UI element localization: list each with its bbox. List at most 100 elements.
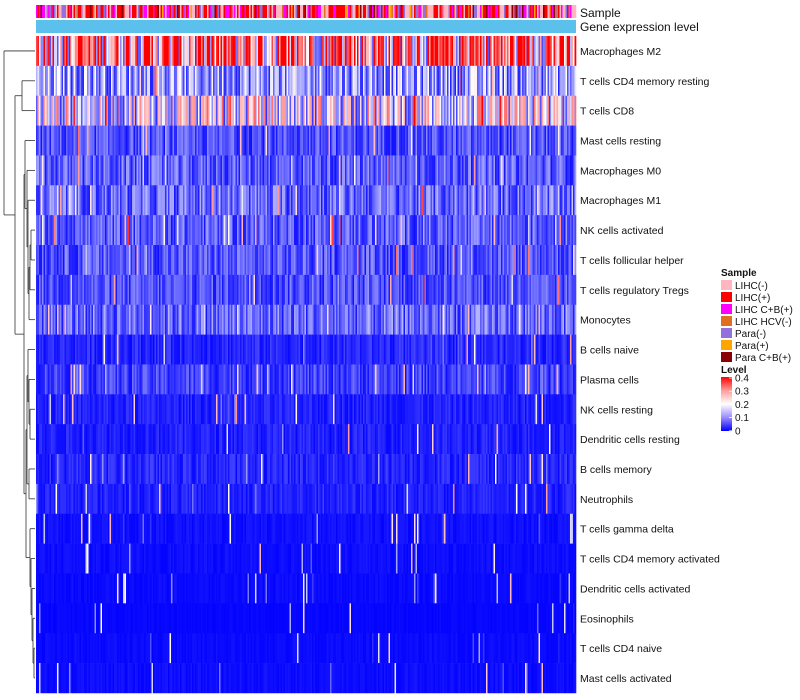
heatmap-cell bbox=[142, 125, 145, 156]
heatmap-cell bbox=[309, 95, 311, 126]
heatmap-cell bbox=[355, 95, 358, 126]
heatmap-cell bbox=[396, 125, 398, 156]
heatmap-cell bbox=[367, 245, 370, 276]
heatmap-cell bbox=[183, 185, 185, 216]
heatmap-cell bbox=[228, 95, 230, 126]
heatmap-cell bbox=[481, 304, 484, 335]
heatmap-cell bbox=[355, 304, 358, 335]
heatmap-cell bbox=[370, 304, 373, 335]
heatmap-cell bbox=[426, 155, 428, 186]
heatmap-cell bbox=[192, 274, 194, 306]
heatmap-cell bbox=[331, 95, 334, 126]
heatmap-cell bbox=[52, 215, 55, 246]
heatmap-cell bbox=[345, 215, 347, 246]
heatmap-cell bbox=[70, 215, 73, 246]
heatmap-cell bbox=[235, 36, 238, 67]
heatmap-cell bbox=[340, 274, 343, 306]
sample-cell bbox=[102, 5, 104, 18]
heatmap-cell bbox=[156, 304, 158, 335]
heatmap-cell bbox=[300, 215, 302, 246]
heatmap-cell bbox=[552, 125, 554, 156]
heatmap-cell bbox=[94, 185, 97, 216]
heatmap-cell bbox=[121, 215, 124, 246]
heatmap-cell bbox=[304, 274, 307, 306]
heatmap-cell bbox=[247, 155, 250, 186]
heatmap-cell bbox=[522, 155, 524, 186]
heatmap-cell bbox=[150, 36, 152, 67]
heatmap-cell bbox=[420, 245, 422, 276]
sample-cell bbox=[81, 5, 83, 18]
heatmap-cell bbox=[414, 95, 416, 126]
heatmap-cell bbox=[228, 36, 230, 67]
heatmap-cell bbox=[273, 304, 275, 335]
heatmap-cell bbox=[366, 36, 368, 67]
heatmap-cell bbox=[262, 65, 265, 97]
heatmap-cell bbox=[79, 185, 82, 216]
heatmap-cell bbox=[567, 245, 569, 276]
heatmap-cell bbox=[532, 274, 535, 306]
heatmap-cell bbox=[286, 304, 289, 335]
heatmap-cell bbox=[489, 65, 491, 97]
heatmap-cell bbox=[240, 65, 242, 97]
heatmap-cell bbox=[415, 36, 418, 67]
heatmap-cell bbox=[235, 215, 238, 246]
heatmap-cell bbox=[492, 155, 494, 186]
heatmap-cell bbox=[105, 185, 107, 216]
heatmap-cell bbox=[223, 65, 226, 97]
heatmap-cell bbox=[258, 245, 260, 276]
heatmap-cell bbox=[496, 155, 499, 186]
heatmap-cell bbox=[87, 65, 89, 97]
heatmap-cell bbox=[87, 125, 89, 156]
heatmap-cell bbox=[264, 304, 266, 335]
heatmap-cell bbox=[57, 95, 59, 126]
heatmap-cell bbox=[354, 304, 356, 335]
heatmap-cell bbox=[255, 215, 257, 246]
heatmap-cell bbox=[207, 304, 209, 335]
heatmap-cell bbox=[436, 215, 439, 246]
heatmap-cell bbox=[391, 125, 394, 156]
heatmap-cell bbox=[394, 36, 397, 67]
sample-cell bbox=[439, 5, 442, 18]
heatmap-cell bbox=[469, 304, 472, 335]
heatmap-cell bbox=[478, 245, 481, 276]
heatmap-cell bbox=[238, 95, 241, 126]
heatmap-cell bbox=[537, 185, 539, 216]
heatmap-cell bbox=[448, 155, 451, 186]
heatmap-cell bbox=[423, 304, 425, 335]
sample-cell bbox=[528, 5, 530, 18]
heatmap-cell bbox=[304, 95, 307, 126]
heatmap-cell bbox=[327, 274, 329, 306]
heatmap-cell bbox=[37, 304, 40, 335]
heatmap-cell bbox=[439, 215, 442, 246]
heatmap-cell bbox=[160, 36, 163, 67]
heatmap-cell bbox=[373, 125, 376, 156]
heatmap-cell bbox=[261, 245, 263, 276]
heatmap-cell bbox=[264, 185, 266, 216]
heatmap-cell bbox=[84, 245, 86, 276]
heatmap-cell bbox=[148, 125, 151, 156]
heatmap-cell bbox=[300, 245, 302, 276]
heatmap-cell bbox=[309, 185, 311, 216]
heatmap-cell bbox=[84, 155, 86, 186]
heatmap-cell bbox=[106, 245, 109, 276]
heatmap-cell bbox=[127, 65, 130, 97]
heatmap-cell bbox=[337, 65, 340, 97]
heatmap-cell bbox=[364, 304, 367, 335]
heatmap-cell bbox=[55, 95, 58, 126]
heatmap-cell bbox=[196, 36, 199, 67]
heatmap-cell bbox=[133, 304, 136, 335]
heatmap-cell bbox=[364, 245, 367, 276]
heatmap-cell bbox=[442, 274, 445, 306]
heatmap-cell bbox=[207, 36, 209, 67]
heatmap-cell bbox=[246, 65, 248, 97]
heatmap-cell bbox=[454, 274, 457, 306]
heatmap-cell bbox=[447, 65, 449, 97]
heatmap-cell bbox=[112, 36, 115, 67]
heatmap-cell bbox=[219, 155, 221, 186]
heatmap-cell bbox=[93, 215, 95, 246]
heatmap-cell bbox=[463, 155, 466, 186]
heatmap-cell bbox=[418, 155, 421, 186]
sample-cell bbox=[366, 5, 368, 18]
heatmap-cell bbox=[193, 36, 196, 67]
heatmap-cell bbox=[298, 245, 301, 276]
